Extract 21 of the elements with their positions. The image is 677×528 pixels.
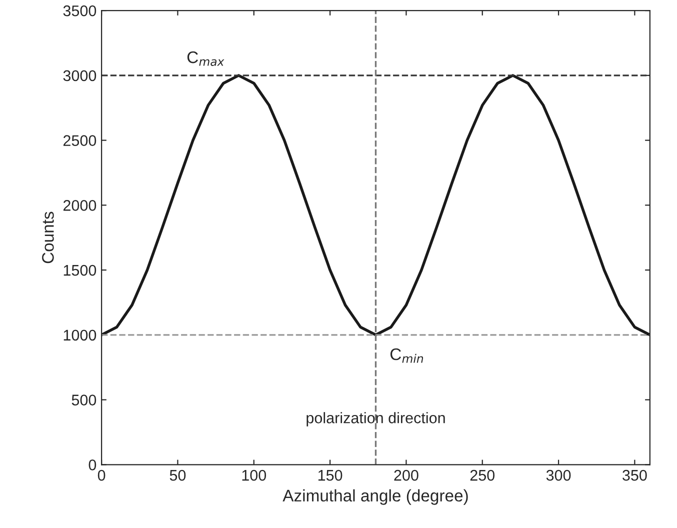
- x-tick-label: 250: [470, 470, 495, 481]
- y-tick-label: 0: [88, 460, 96, 470]
- y-tick-label: 2500: [63, 135, 96, 146]
- x-tick-label: 300: [546, 470, 571, 481]
- x-tick-label: 200: [394, 470, 418, 481]
- y-tick-label: 1000: [64, 330, 96, 341]
- x-tick-label: 150: [318, 470, 342, 481]
- y-tick-label: 2000: [63, 200, 96, 211]
- ref-line-label: polarization direction: [306, 412, 445, 426]
- x-tick-label: 350: [622, 470, 647, 481]
- y-tick-label: 1500: [64, 264, 96, 276]
- y-tick-label: 3000: [63, 70, 96, 82]
- x-tick-label: 50: [170, 470, 186, 481]
- x-tick-label: 100: [242, 470, 266, 481]
- x-tick-label: 0: [98, 470, 106, 481]
- y-axis-title: Counts: [42, 212, 54, 264]
- x-axis-title: Azimuthal angle (degree): [282, 489, 468, 505]
- annotation: C$_{min}$: [390, 348, 424, 363]
- y-tick-label: 3500: [63, 5, 96, 16]
- y-tick-label: 500: [72, 394, 96, 406]
- annotation: C$_{max}$: [187, 51, 224, 66]
